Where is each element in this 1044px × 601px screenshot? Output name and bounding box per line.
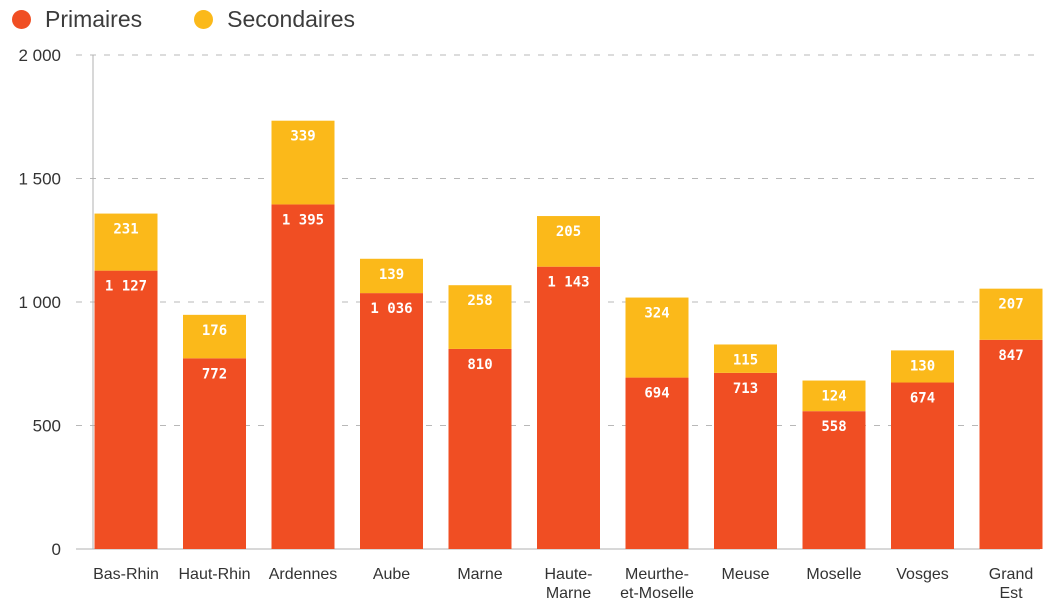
bar-secondaires <box>979 288 1043 340</box>
y-tick-label: 500 <box>33 417 61 436</box>
x-tick-label: Ardennes <box>269 566 338 583</box>
bar-label-primaires: 847 <box>998 348 1023 364</box>
x-tick-label: Haut-Rhin <box>178 566 250 583</box>
bar-primaires <box>448 348 512 549</box>
bar-primaires <box>360 293 423 549</box>
bar-label-secondaires: 130 <box>910 358 935 374</box>
bar-secondaires <box>448 285 512 349</box>
x-tick-label: Moselle <box>806 566 861 583</box>
bar-secondaires <box>891 350 954 383</box>
y-tick-label: 2 000 <box>18 46 61 65</box>
bar-label-primaires: 1 127 <box>105 279 147 295</box>
bar-label-secondaires: 139 <box>379 267 404 283</box>
bar-primaires <box>183 358 246 549</box>
bar-secondaires <box>271 120 335 205</box>
legend-label-primaires: Primaires <box>45 6 143 32</box>
bar-label-primaires: 1 395 <box>282 212 324 228</box>
legend-item-primaires: Primaires <box>12 6 142 33</box>
x-tick-label: Bas-Rhin <box>93 566 159 583</box>
bar-primaires <box>714 372 777 549</box>
x-tick-label: Est <box>999 585 1023 601</box>
x-tick-label: Aube <box>373 566 410 583</box>
bar-label-primaires: 1 036 <box>370 301 412 317</box>
x-tick-label: Haute- <box>544 566 592 583</box>
x-tick-label: Grand <box>989 566 1033 583</box>
bar-label-secondaires: 205 <box>556 224 581 240</box>
chart-legend: Primaires Secondaires <box>12 6 407 33</box>
bar-secondaires <box>537 216 600 267</box>
bar-primaires <box>802 411 866 549</box>
bar-label-secondaires: 339 <box>290 129 315 145</box>
bar-label-secondaires: 124 <box>821 389 846 405</box>
legend-dot-secondaires <box>194 10 214 29</box>
y-tick-label: 1 000 <box>18 293 61 312</box>
bar-label-primaires: 810 <box>467 357 492 373</box>
bar-secondaires <box>360 258 423 294</box>
bar-label-secondaires: 115 <box>733 352 758 368</box>
x-tick-label: et-Moselle <box>620 585 694 601</box>
bar-secondaires <box>714 344 777 373</box>
bar-secondaires <box>625 297 689 378</box>
y-tick-label: 0 <box>52 540 61 559</box>
bar-label-primaires: 674 <box>910 391 935 407</box>
bar-secondaires <box>183 314 246 359</box>
bar-label-primaires: 694 <box>644 386 669 402</box>
bar-primaires <box>979 339 1043 549</box>
x-tick-label: Vosges <box>896 566 948 583</box>
bar-secondaires <box>94 213 158 271</box>
bar-label-primaires: 772 <box>202 366 227 382</box>
y-tick-label: 1 500 <box>18 170 61 189</box>
bar-primaires <box>625 377 689 549</box>
bar-primaires <box>271 204 335 549</box>
x-tick-label: Meurthe- <box>625 566 689 583</box>
bar-label-primaires: 713 <box>733 381 758 397</box>
legend-label-secondaires: Secondaires <box>227 6 355 32</box>
x-tick-label: Meuse <box>721 566 769 583</box>
bar-label-primaires: 558 <box>821 419 846 435</box>
bar-label-secondaires: 176 <box>202 323 227 339</box>
legend-item-secondaires: Secondaires <box>194 6 355 33</box>
bar-primaires <box>537 266 600 549</box>
bar-secondaires <box>802 380 866 412</box>
bar-primaires <box>94 270 158 549</box>
bar-label-secondaires: 258 <box>467 293 492 309</box>
bar-label-secondaires: 231 <box>113 222 138 238</box>
x-tick-label: Marne <box>546 585 591 601</box>
bar-primaires <box>891 382 954 549</box>
bar-label-primaires: 1 143 <box>547 275 589 291</box>
bar-label-secondaires: 207 <box>998 297 1023 313</box>
bar-label-secondaires: 324 <box>644 306 669 322</box>
legend-dot-primaires <box>12 10 31 29</box>
x-tick-label: Marne <box>457 566 502 583</box>
